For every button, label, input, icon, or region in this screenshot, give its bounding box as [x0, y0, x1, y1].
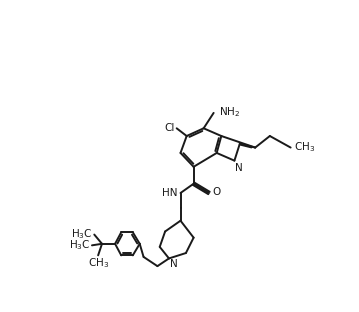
- Text: N: N: [170, 259, 177, 269]
- Text: H$_3$C: H$_3$C: [71, 227, 93, 241]
- Text: N: N: [235, 163, 243, 173]
- Text: H$_3$C: H$_3$C: [69, 238, 90, 252]
- Text: HN: HN: [162, 188, 177, 198]
- Text: NH$_2$: NH$_2$: [219, 105, 240, 119]
- Text: CH$_3$: CH$_3$: [294, 141, 316, 154]
- Text: Cl: Cl: [164, 123, 174, 133]
- Text: CH$_3$: CH$_3$: [88, 256, 109, 270]
- Text: O: O: [213, 187, 221, 197]
